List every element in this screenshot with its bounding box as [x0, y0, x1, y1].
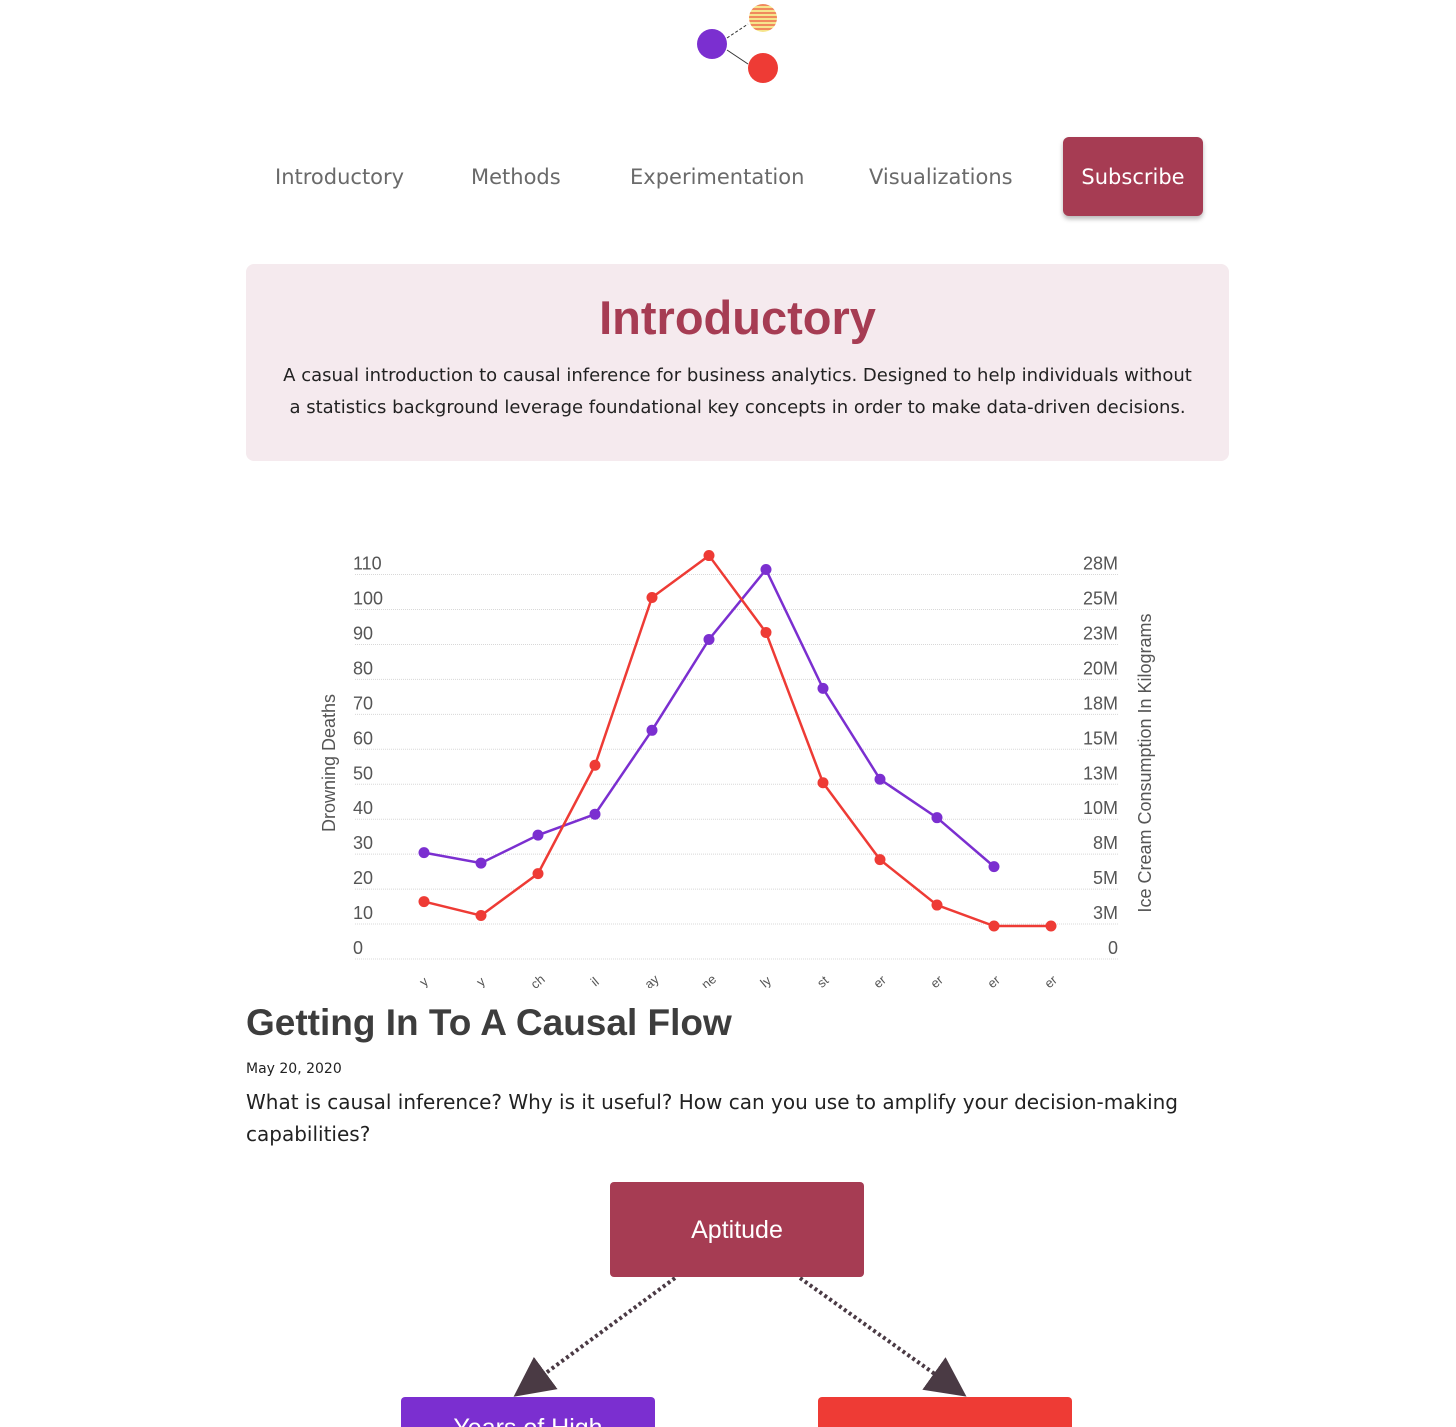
subscribe-button[interactable]: Subscribe: [1063, 137, 1203, 216]
site-logo[interactable]: [690, 0, 790, 90]
years-of-high-label: Years of High: [453, 1414, 602, 1427]
x-tick-label: y: [473, 973, 488, 988]
y2-axis-label: Ice Cream Consumption In Kilograms: [1135, 613, 1155, 912]
data-point[interactable]: [760, 564, 772, 576]
right-tick-label: 28M: [1083, 554, 1118, 574]
data-point[interactable]: [988, 861, 1000, 873]
data-point[interactable]: [817, 777, 829, 789]
post-title[interactable]: Getting In To A Causal Flow: [246, 1002, 732, 1043]
data-point[interactable]: [874, 854, 886, 866]
data-point[interactable]: [1045, 920, 1057, 932]
right-tick-label: 23M: [1083, 623, 1118, 643]
series-line-1: [423, 553, 1051, 928]
data-point[interactable]: [703, 633, 715, 645]
x-tick-label: er: [984, 972, 1003, 988]
data-point[interactable]: [931, 812, 943, 824]
data-point[interactable]: [418, 896, 430, 908]
data-point[interactable]: [703, 550, 715, 562]
page-title: Introductory: [599, 291, 876, 344]
right-tick-label: 5M: [1093, 868, 1118, 888]
years-of-high-node: [401, 1397, 655, 1427]
arrow-left: [513, 1276, 677, 1397]
data-point[interactable]: [874, 773, 886, 785]
nav-experimentation[interactable]: Experimentation: [630, 165, 805, 189]
right-tick-label: 13M: [1083, 763, 1118, 783]
left-tick-label: 110: [353, 554, 382, 574]
data-point[interactable]: [760, 626, 772, 638]
left-tick-label: 30: [353, 833, 373, 853]
category-description: A casual introduction to causal inferenc…: [283, 365, 1192, 418]
data-point[interactable]: [589, 759, 601, 771]
right-tick-label: 10M: [1083, 798, 1118, 818]
y-axis-label: Drowning Deaths: [319, 694, 339, 832]
x-tick-label: ay: [642, 971, 663, 988]
data-point[interactable]: [475, 857, 487, 869]
x-tick-label: ch: [528, 971, 548, 988]
left-tick-label: 100: [353, 589, 383, 609]
data-point[interactable]: [988, 920, 1000, 932]
left-tick-label: 90: [353, 623, 373, 643]
left-tick-label: 10: [353, 903, 373, 923]
data-point[interactable]: [475, 910, 487, 922]
drowning-icecream-chart[interactable]: 0 10 20 30 40 50 60 70 80 90 100 110 0 3M 5M 8M 10M 13M 1…: [300, 498, 1180, 988]
nav-methods[interactable]: Methods: [471, 165, 561, 189]
right-tick-label: 3M: [1093, 903, 1118, 923]
left-tick-label: 20: [353, 868, 373, 888]
left-tick-label: 60: [353, 728, 373, 748]
left-tick-label: 50: [353, 763, 373, 783]
x-tick-label: er: [927, 972, 946, 988]
post-summary: What is causal inference? Why is it usef…: [246, 1090, 1178, 1146]
right-tick-label: 15M: [1083, 728, 1118, 748]
data-point[interactable]: [418, 847, 430, 859]
right-tick-label: 8M: [1093, 833, 1118, 853]
x-tick-label: er: [870, 972, 889, 988]
right-tick-label: 25M: [1083, 589, 1118, 609]
data-point[interactable]: [646, 592, 658, 603]
left-tick-label: 70: [353, 693, 373, 713]
post-date: May 20, 2020: [246, 1061, 342, 1077]
nav-introductory[interactable]: Introductory: [275, 165, 405, 189]
data-point[interactable]: [589, 808, 601, 820]
category-hero: Introductory A casual introduction to ca…: [246, 264, 1229, 461]
arrow-right: [798, 1276, 967, 1397]
x-tick-label: ly: [757, 973, 774, 988]
outcome-node: [818, 1397, 1072, 1427]
series-line-0: [423, 567, 995, 868]
left-tick-label: 40: [353, 798, 373, 818]
data-point[interactable]: [931, 899, 943, 911]
x-tick-label: il: [588, 974, 602, 988]
x-tick-label: ne: [698, 971, 719, 988]
left-tick-label: 80: [353, 658, 373, 678]
aptitude-node: [610, 1182, 864, 1277]
x-tick-label: y: [416, 973, 431, 988]
right-tick-label: 18M: [1083, 693, 1118, 713]
right-tick-label: 20M: [1083, 658, 1118, 678]
x-tick-label: st: [814, 972, 832, 988]
data-point[interactable]: [532, 868, 544, 880]
left-tick-label: 0: [353, 938, 363, 958]
x-tick-label: er: [1041, 972, 1060, 988]
nav-visualizations[interactable]: Visualizations: [869, 165, 1013, 189]
data-point[interactable]: [817, 682, 829, 694]
aptitude-label: Aptitude: [691, 1216, 783, 1244]
right-tick-label: 0: [1108, 938, 1118, 958]
data-point[interactable]: [532, 829, 544, 841]
data-point[interactable]: [646, 724, 658, 736]
causal-diagram: Aptitude Years of High: [401, 1182, 1072, 1427]
